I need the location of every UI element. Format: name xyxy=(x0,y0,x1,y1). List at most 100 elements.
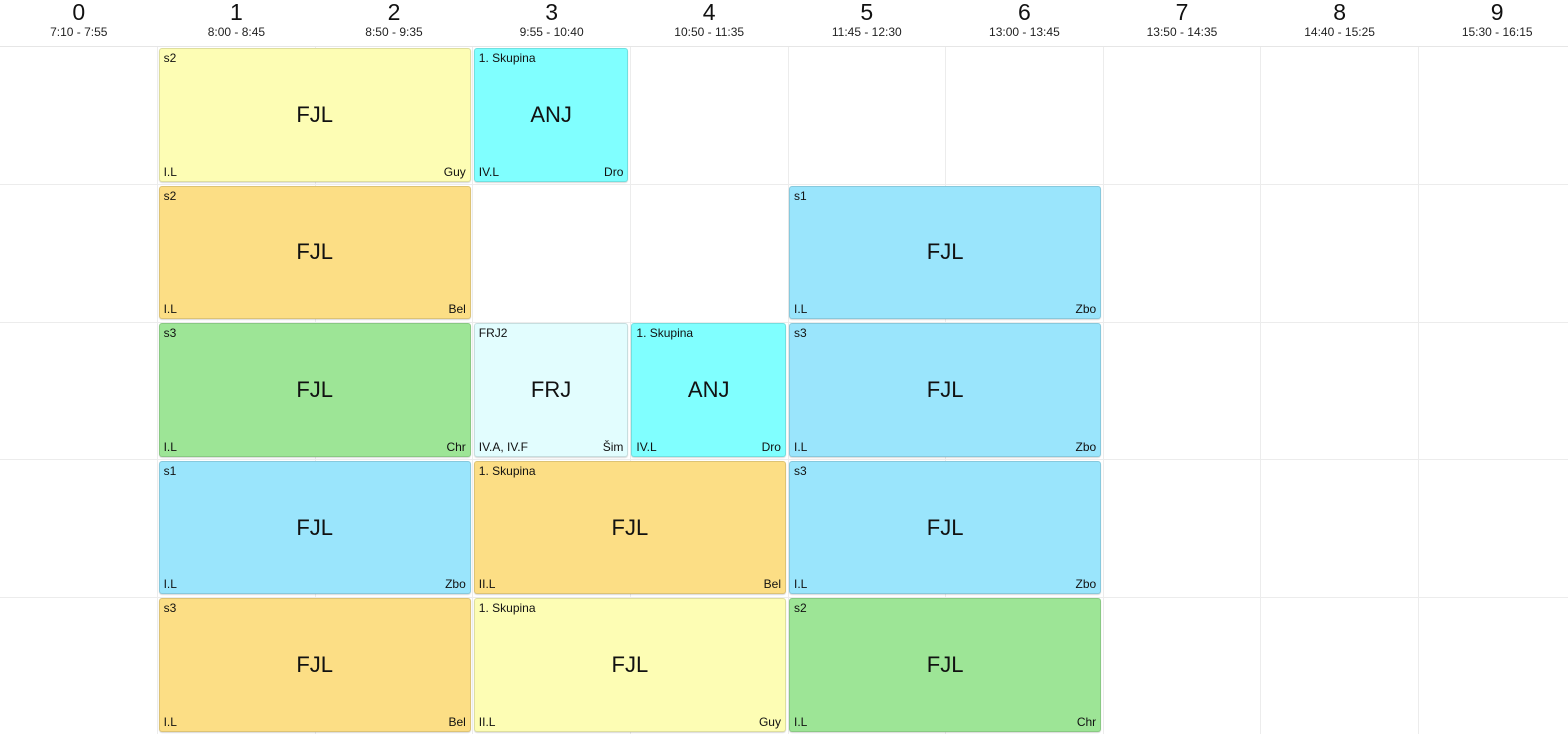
lesson-teacher: Zbo xyxy=(1075,577,1097,592)
lesson-teacher: Bel xyxy=(448,714,466,729)
lesson-teacher: Šim xyxy=(602,439,624,454)
period-time: 9:55 - 10:40 xyxy=(519,25,584,39)
lesson-card[interactable]: 1. Skupina FJL II.L Guy xyxy=(473,598,786,732)
lesson-room: I.L xyxy=(794,302,808,317)
period-header-4: 4 10:50 - 11:35 xyxy=(630,0,788,46)
lesson-card[interactable]: s1 FJL I.L Zbo xyxy=(158,460,471,595)
lesson-teacher: Chr xyxy=(446,439,466,454)
lesson-teacher: Zbo xyxy=(1075,439,1097,454)
period-time: 11:45 - 12:30 xyxy=(831,25,902,39)
period-header-7: 7 13:50 - 14:35 xyxy=(1103,0,1261,46)
lesson-room: I.L xyxy=(163,714,177,729)
lesson-group: s3 xyxy=(794,326,807,341)
lesson-teacher: Guy xyxy=(443,164,466,179)
lesson-card[interactable]: FRJ2 FRJ IV.A, IV.F Šim xyxy=(473,323,629,457)
lesson-group: s3 xyxy=(163,601,177,616)
lesson-group: 1. Skupina xyxy=(636,326,694,341)
grid-column-divider xyxy=(157,47,159,734)
lesson-card[interactable]: s3 FJL I.L Zbo xyxy=(789,323,1102,457)
lesson-card[interactable]: s3 FJL I.L Zbo xyxy=(789,460,1102,595)
lesson-card[interactable]: s2 FJL I.L Bel xyxy=(158,185,471,320)
lesson-room: II.L xyxy=(478,577,496,592)
lesson-room: I.L xyxy=(163,577,177,592)
period-header-2: 2 8:50 - 9:35 xyxy=(315,0,473,46)
grid-column-divider xyxy=(472,47,474,734)
lesson-room: I.L xyxy=(794,577,808,592)
period-number: 6 xyxy=(1017,0,1031,25)
lesson-room: I.L xyxy=(163,439,177,454)
lesson-card[interactable]: 1. Skupina ANJ IV.L Dro xyxy=(473,48,629,182)
lesson-teacher: Zbo xyxy=(1075,302,1097,317)
lesson-card[interactable]: 1. Skupina FJL II.L Bel xyxy=(473,460,786,595)
lesson-teacher: Dro xyxy=(761,439,781,454)
lesson-card[interactable]: s3 FJL I.L Chr xyxy=(158,323,471,457)
lesson-teacher: Dro xyxy=(604,164,624,179)
period-number: 9 xyxy=(1490,0,1504,25)
lesson-group: 1. Skupina xyxy=(478,463,536,478)
lesson-room: II.L xyxy=(478,714,496,729)
lesson-room: I.L xyxy=(163,302,177,317)
lesson-card[interactable]: s3 FJL I.L Bel xyxy=(158,598,471,732)
lesson-room: I.L xyxy=(794,714,808,729)
lesson-room: I.L xyxy=(163,164,177,179)
period-header-1: 1 8:00 - 8:45 xyxy=(158,0,316,46)
grid-column-divider xyxy=(787,47,789,734)
lesson-subject: FJL xyxy=(296,514,334,540)
grid-column-divider xyxy=(1260,47,1262,734)
lesson-teacher: Bel xyxy=(763,577,781,592)
period-header-5: 5 11:45 - 12:30 xyxy=(788,0,946,46)
lesson-subject: FJL xyxy=(611,514,649,540)
grid-row-divider xyxy=(0,459,1568,461)
period-number: 8 xyxy=(1333,0,1346,25)
period-number: 2 xyxy=(387,0,401,25)
period-time: 8:50 - 9:35 xyxy=(365,25,423,39)
lesson-group: s2 xyxy=(163,188,177,203)
period-header-6: 6 13:00 - 13:45 xyxy=(946,0,1104,46)
period-number: 5 xyxy=(860,0,874,25)
lesson-teacher: Chr xyxy=(1076,714,1097,729)
grid-row-divider xyxy=(0,184,1568,186)
period-time: 10:50 - 11:35 xyxy=(674,25,745,39)
period-time: 8:00 - 8:45 xyxy=(207,25,266,39)
lesson-subject: FJL xyxy=(926,652,964,678)
lesson-group: 1. Skupina xyxy=(478,51,536,65)
lesson-card[interactable]: 1. Skupina ANJ IV.L Dro xyxy=(631,323,786,457)
lesson-card[interactable]: s2 FJL I.L Guy xyxy=(158,48,471,182)
period-header: 0 7:10 - 7:55 1 8:00 - 8:45 2 8:50 - 9:35 3 9:5… xyxy=(0,0,1568,47)
lesson-subject: FJL xyxy=(611,652,649,678)
lesson-subject: ANJ xyxy=(530,101,572,127)
lesson-group: s3 xyxy=(794,463,807,478)
lesson-group: s2 xyxy=(163,51,177,65)
lesson-subject: FJL xyxy=(296,652,334,678)
lesson-card[interactable]: s2 FJL I.L Chr xyxy=(789,598,1102,732)
lesson-group: 1. Skupina xyxy=(478,601,536,616)
period-time: 7:10 - 7:55 xyxy=(50,25,108,39)
lesson-group: s2 xyxy=(794,601,807,616)
lesson-room: IV.A, IV.F xyxy=(478,439,528,454)
lesson-subject: FJL xyxy=(926,239,964,265)
period-header-0: 0 7:10 - 7:55 xyxy=(0,0,158,46)
period-time: 13:00 - 13:45 xyxy=(989,25,1060,39)
period-header-9: 9 15:30 - 16:15 xyxy=(1418,0,1568,46)
lesson-card[interactable]: s1 FJL I.L Zbo xyxy=(789,185,1102,320)
grid-column-divider xyxy=(1417,47,1419,734)
lesson-subject: ANJ xyxy=(687,376,730,402)
lesson-group: s1 xyxy=(794,188,807,203)
lesson-teacher: Bel xyxy=(448,302,466,317)
period-number: 0 xyxy=(72,0,86,25)
lesson-group: s1 xyxy=(163,463,177,478)
grid-column-divider xyxy=(1102,47,1104,734)
lesson-teacher: Guy xyxy=(758,714,781,729)
grid-row-divider xyxy=(0,321,1568,323)
lesson-subject: FJL xyxy=(296,101,334,127)
period-number: 7 xyxy=(1175,0,1189,25)
lesson-subject: FJL xyxy=(296,239,334,265)
period-time: 14:40 - 15:25 xyxy=(1304,25,1375,39)
period-number: 1 xyxy=(229,0,243,25)
lesson-room: IV.L xyxy=(636,439,657,454)
lesson-subject: FRJ xyxy=(530,376,572,402)
timetable-grid: s2 FJL I.L Guy 1. Skupina ANJ IV.L Dro s2 FJL I.L B… xyxy=(0,47,1568,734)
period-header-3: 3 9:55 - 10:40 xyxy=(473,0,631,46)
period-number: 4 xyxy=(702,0,716,25)
period-number: 3 xyxy=(545,0,558,25)
